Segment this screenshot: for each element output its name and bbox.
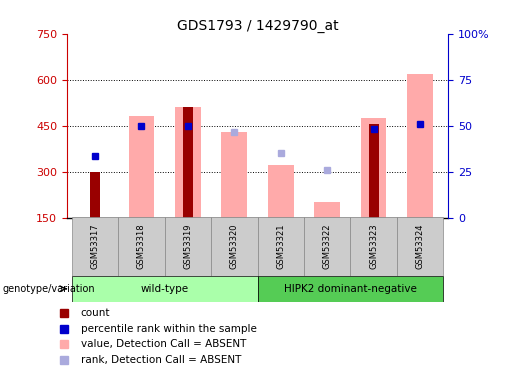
Bar: [129, 116, 154, 218]
Text: wild-type: wild-type: [141, 284, 188, 294]
Bar: [72, 217, 118, 276]
Text: GSM53322: GSM53322: [323, 224, 332, 269]
Text: percentile rank within the sample: percentile rank within the sample: [81, 324, 256, 334]
Text: GSM53317: GSM53317: [90, 224, 99, 269]
Bar: [90, 172, 100, 217]
Bar: [397, 217, 443, 276]
Bar: [258, 276, 443, 302]
Bar: [165, 217, 211, 276]
Bar: [369, 124, 379, 218]
Text: GSM53319: GSM53319: [183, 224, 192, 269]
Bar: [118, 217, 165, 276]
Text: GSM53320: GSM53320: [230, 224, 239, 269]
Bar: [361, 118, 386, 218]
Title: GDS1793 / 1429790_at: GDS1793 / 1429790_at: [177, 19, 338, 33]
Text: count: count: [81, 308, 110, 318]
Bar: [350, 217, 397, 276]
Bar: [315, 202, 340, 217]
Text: rank, Detection Call = ABSENT: rank, Detection Call = ABSENT: [81, 355, 241, 365]
Bar: [175, 107, 200, 218]
Text: GSM53321: GSM53321: [276, 224, 285, 269]
Bar: [407, 74, 433, 217]
Bar: [221, 132, 247, 218]
Text: GSM53323: GSM53323: [369, 224, 378, 269]
Bar: [258, 217, 304, 276]
Text: HIPK2 dominant-negative: HIPK2 dominant-negative: [284, 284, 417, 294]
Text: GSM53318: GSM53318: [137, 224, 146, 269]
Bar: [211, 217, 258, 276]
Text: genotype/variation: genotype/variation: [3, 284, 95, 294]
Bar: [304, 217, 350, 276]
Text: GSM53324: GSM53324: [416, 224, 425, 269]
Text: value, Detection Call = ABSENT: value, Detection Call = ABSENT: [81, 339, 246, 349]
Bar: [268, 165, 294, 218]
Bar: [72, 276, 258, 302]
Bar: [183, 107, 193, 218]
